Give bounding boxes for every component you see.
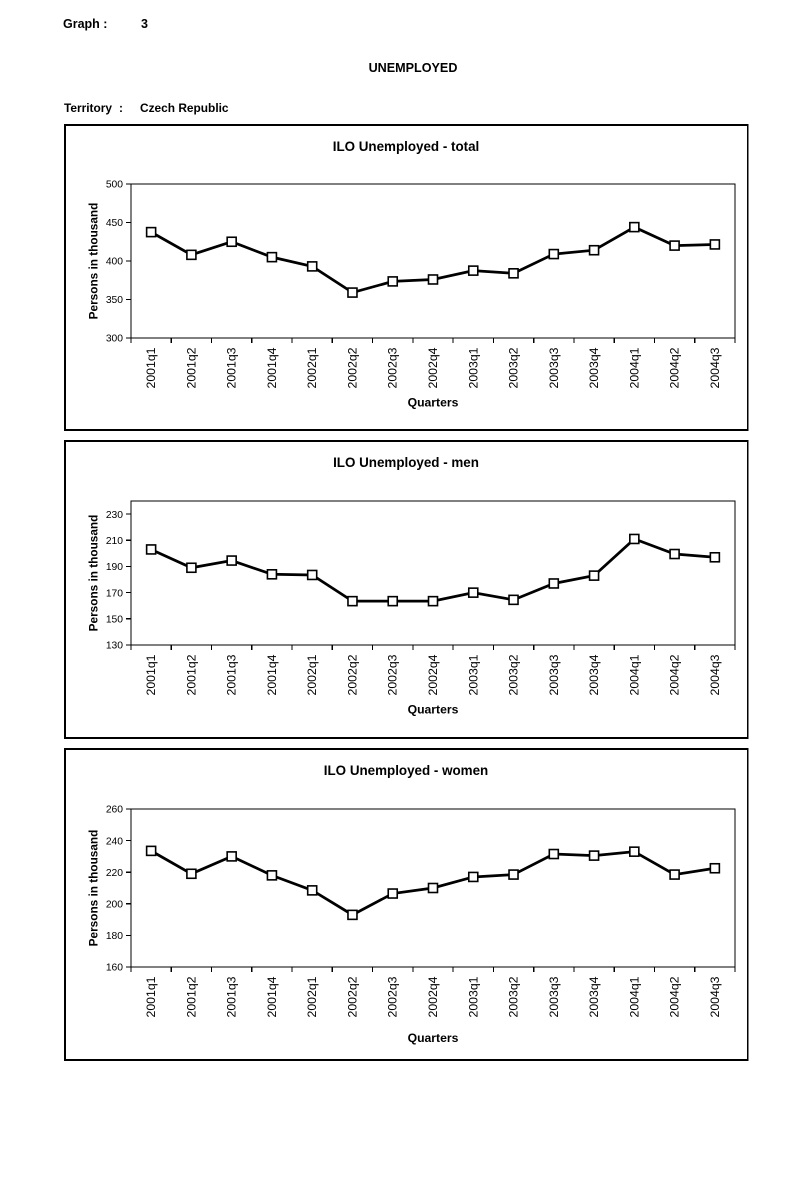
svg-text:2001q2: 2001q2 xyxy=(184,654,198,695)
svg-text:2004q2: 2004q2 xyxy=(668,347,682,388)
svg-text:2004q2: 2004q2 xyxy=(668,976,682,1017)
svg-text:150: 150 xyxy=(106,615,123,626)
svg-text:2001q1: 2001q1 xyxy=(144,976,158,1017)
svg-text:160: 160 xyxy=(106,963,123,974)
svg-text:2002q2: 2002q2 xyxy=(345,654,359,695)
svg-text:2002q1: 2002q1 xyxy=(305,654,319,695)
svg-text:2002q4: 2002q4 xyxy=(426,347,440,388)
svg-text:450: 450 xyxy=(106,218,123,229)
svg-text:2003q2: 2003q2 xyxy=(507,976,521,1017)
svg-text:2002q3: 2002q3 xyxy=(386,976,400,1017)
svg-text:2001q4: 2001q4 xyxy=(265,654,279,695)
svg-text:2003q4: 2003q4 xyxy=(587,654,601,695)
svg-text:2004q3: 2004q3 xyxy=(708,976,722,1017)
svg-text:200: 200 xyxy=(106,900,123,911)
svg-text:Persons in thousand: Persons in thousand xyxy=(87,203,101,320)
svg-text:Quarters: Quarters xyxy=(408,396,459,410)
svg-text:Persons in thousand: Persons in thousand xyxy=(87,515,101,632)
svg-text:400: 400 xyxy=(106,257,123,268)
svg-text:500: 500 xyxy=(106,180,123,191)
svg-text:2004q2: 2004q2 xyxy=(668,654,682,695)
svg-text:2003q1: 2003q1 xyxy=(466,347,480,388)
svg-text:2001q3: 2001q3 xyxy=(225,347,239,388)
svg-text:350: 350 xyxy=(106,295,123,306)
svg-text:ILO Unemployed - men: ILO Unemployed - men xyxy=(333,455,479,470)
svg-text:2004q1: 2004q1 xyxy=(627,347,641,388)
svg-text:ILO Unemployed - total: ILO Unemployed - total xyxy=(333,139,480,154)
svg-text:2002q2: 2002q2 xyxy=(345,347,359,388)
svg-text:Persons in thousand: Persons in thousand xyxy=(87,830,101,947)
svg-text:2001q2: 2001q2 xyxy=(184,347,198,388)
svg-text:2003q3: 2003q3 xyxy=(547,654,561,695)
svg-text:2001q1: 2001q1 xyxy=(144,347,158,388)
svg-text:2002q3: 2002q3 xyxy=(386,654,400,695)
svg-text:240: 240 xyxy=(106,836,123,847)
svg-text:2002q4: 2002q4 xyxy=(426,654,440,695)
svg-text:2003q2: 2003q2 xyxy=(507,347,521,388)
svg-text:2001q4: 2001q4 xyxy=(265,347,279,388)
svg-text:300: 300 xyxy=(106,334,123,345)
svg-text:130: 130 xyxy=(106,641,123,652)
svg-text:Quarters: Quarters xyxy=(408,1031,459,1045)
svg-text:230: 230 xyxy=(106,510,123,521)
svg-text:2001q2: 2001q2 xyxy=(184,976,198,1017)
svg-text:210: 210 xyxy=(106,536,123,547)
svg-text:2003q4: 2003q4 xyxy=(587,976,601,1017)
svg-text:2001q1: 2001q1 xyxy=(144,654,158,695)
svg-text:2003q3: 2003q3 xyxy=(547,347,561,388)
svg-text:2003q4: 2003q4 xyxy=(587,347,601,388)
svg-text:2002q1: 2002q1 xyxy=(305,347,319,388)
svg-text:220: 220 xyxy=(106,868,123,879)
svg-text:190: 190 xyxy=(106,562,123,573)
svg-text:2004q1: 2004q1 xyxy=(627,976,641,1017)
svg-text:2002q4: 2002q4 xyxy=(426,976,440,1017)
svg-text:2001q3: 2001q3 xyxy=(225,654,239,695)
svg-text:2002q1: 2002q1 xyxy=(305,976,319,1017)
svg-text:260: 260 xyxy=(106,805,123,816)
svg-text:2003q1: 2003q1 xyxy=(466,976,480,1017)
svg-text:2004q3: 2004q3 xyxy=(708,654,722,695)
svg-text:Quarters: Quarters xyxy=(408,703,459,717)
svg-text:2003q2: 2003q2 xyxy=(507,654,521,695)
svg-text:2001q4: 2001q4 xyxy=(265,976,279,1017)
svg-text:170: 170 xyxy=(106,588,123,599)
svg-text:2004q1: 2004q1 xyxy=(627,654,641,695)
svg-text:2004q3: 2004q3 xyxy=(708,347,722,388)
svg-text:2002q3: 2002q3 xyxy=(386,347,400,388)
svg-text:2001q3: 2001q3 xyxy=(225,976,239,1017)
svg-text:2003q3: 2003q3 xyxy=(547,976,561,1017)
svg-text:2002q2: 2002q2 xyxy=(345,976,359,1017)
svg-text:ILO Unemployed - women: ILO Unemployed - women xyxy=(324,763,488,778)
svg-text:2003q1: 2003q1 xyxy=(466,654,480,695)
svg-text:180: 180 xyxy=(106,931,123,942)
